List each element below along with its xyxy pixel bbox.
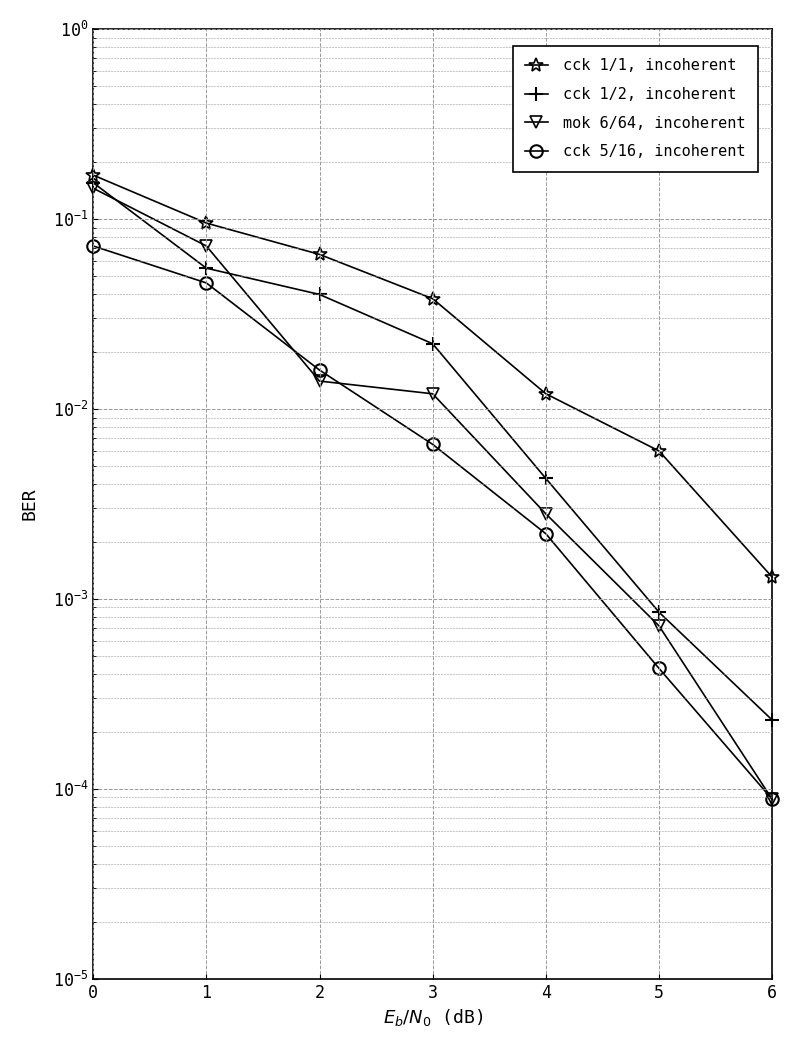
cck 5/16, incoherent [314,364,324,377]
cck 1/1, incoherent [202,217,211,230]
Y-axis label: BER: BER [21,488,39,520]
cck 1/1, incoherent [88,169,98,181]
cck 5/16, incoherent [428,438,438,451]
cck 5/16, incoherent [654,662,664,675]
cck 1/1, incoherent [654,445,664,457]
mok 6/64, incoherent [314,374,324,387]
cck 5/16, incoherent [541,528,550,540]
mok 6/64, incoherent [202,239,211,252]
cck 1/2, incoherent [767,713,777,726]
cck 1/2, incoherent [314,288,324,301]
mok 6/64, incoherent [428,387,438,400]
cck 1/2, incoherent [428,338,438,350]
mok 6/64, incoherent [654,620,664,633]
cck 1/1, incoherent [767,571,777,583]
Line: cck 5/16, incoherent: cck 5/16, incoherent [87,240,778,806]
cck 1/1, incoherent [314,249,324,261]
cck 1/1, incoherent [541,387,550,400]
mok 6/64, incoherent [541,508,550,520]
Line: cck 1/2, incoherent: cck 1/2, incoherent [86,176,779,727]
cck 1/1, incoherent [428,293,438,305]
cck 5/16, incoherent [767,793,777,806]
cck 1/2, incoherent [88,176,98,189]
Line: cck 1/1, incoherent: cck 1/1, incoherent [86,168,779,584]
cck 5/16, incoherent [202,277,211,290]
Legend: cck 1/1, incoherent, cck 1/2, incoherent, mok 6/64, incoherent, cck 5/16, incohe: cck 1/1, incoherent, cck 1/2, incoherent… [513,46,758,172]
cck 1/2, incoherent [541,472,550,485]
cck 1/2, incoherent [202,262,211,275]
cck 1/2, incoherent [654,606,664,619]
mok 6/64, incoherent [767,793,777,806]
X-axis label: $E_b/N_0$ (dB): $E_b/N_0$ (dB) [382,1007,483,1028]
mok 6/64, incoherent [88,181,98,194]
Line: mok 6/64, incoherent: mok 6/64, incoherent [87,181,778,806]
cck 5/16, incoherent [88,239,98,252]
